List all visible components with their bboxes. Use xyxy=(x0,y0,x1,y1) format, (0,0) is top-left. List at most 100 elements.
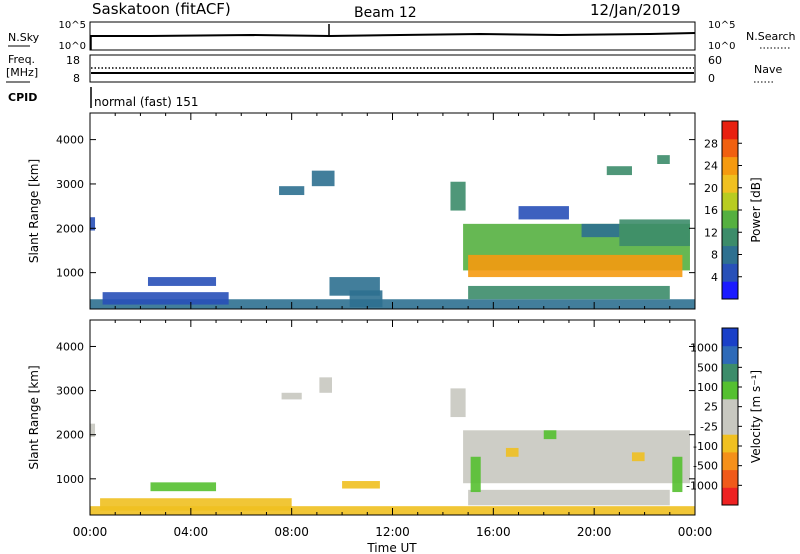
time-tick-label: 16:00 xyxy=(476,525,511,539)
velocity-colorbar-swatch xyxy=(722,363,738,382)
velocity-colorbar-tick-label: -1000 xyxy=(686,479,718,492)
power-colorbar-swatch xyxy=(722,263,738,282)
power-colorbar-swatch xyxy=(722,245,738,264)
noise-sky-trace xyxy=(90,32,696,38)
velocity-colorbar-tick-label: 500 xyxy=(697,361,718,374)
power-colorbar-tick-label: 4 xyxy=(711,271,718,284)
power-colorbar-tick-label: 24 xyxy=(704,160,718,173)
velocity-ytick-label: 3000 xyxy=(56,385,84,398)
power-echo-region xyxy=(311,170,335,187)
power-echo-region xyxy=(619,219,690,247)
velocity-colorbar-swatch xyxy=(722,451,738,471)
date-title: 12/Jan/2019 xyxy=(590,1,681,19)
time-tick-label: 12:00 xyxy=(375,525,410,539)
velocity-colorbar-swatch xyxy=(722,469,738,488)
freq-left-label-1: Freq. xyxy=(8,53,35,66)
freq-right-tick-bottom: 0 xyxy=(708,72,715,85)
power-colorbar: 4 8 12 16 20 24 28 Power [dB] xyxy=(704,120,763,300)
velocity-colorbar-tick-label: -500 xyxy=(693,460,718,473)
power-colorbar-swatch xyxy=(722,138,738,158)
power-ytick-label: 2000 xyxy=(56,222,84,235)
power-colorbar-tick-label: 12 xyxy=(704,226,718,239)
power-echo-region xyxy=(349,290,383,308)
freq-right-tick-top: 60 xyxy=(708,54,722,67)
velocity-echo-region xyxy=(631,452,645,462)
power-echo-region xyxy=(657,155,670,164)
power-colorbar-label: Power [dB] xyxy=(749,177,763,242)
power-colorbar-swatch xyxy=(722,174,738,193)
time-tick-label: 08:00 xyxy=(274,525,309,539)
velocity-colorbar-tick-label: -100 xyxy=(693,440,718,453)
freq-panel-frame xyxy=(89,54,696,83)
power-colorbar-tick-label: 28 xyxy=(704,137,718,150)
time-tick-label: 20:00 xyxy=(577,525,612,539)
velocity-colorbar: -1000 -500 -100 -25 25 100 500 1000 Velocity [m … xyxy=(686,327,763,506)
velocity-colorbar-swatch xyxy=(722,398,738,417)
velocity-echo-region xyxy=(342,481,380,489)
velocity-ytick-label: 4000 xyxy=(56,340,84,353)
power-colorbar-swatch xyxy=(722,121,738,140)
power-colorbar-swatch xyxy=(722,227,738,247)
velocity-panel: 1000 2000 3000 4000 Slant Range [km] xyxy=(27,319,696,516)
power-colorbar-tick-label: 8 xyxy=(711,249,718,262)
time-tick-label: 00:00 xyxy=(678,525,713,539)
noise-right-tick-top: 10^5 xyxy=(708,20,735,31)
power-ylabel: Slant Range [km] xyxy=(27,159,41,263)
power-echo-region xyxy=(147,277,217,286)
freq-left-label-2: [MHz] xyxy=(6,66,38,79)
velocity-echo-region xyxy=(543,430,557,440)
velocity-colorbar-tick-label: 25 xyxy=(704,401,718,414)
power-echo-region xyxy=(518,206,569,220)
velocity-colorbar-swatch xyxy=(722,328,738,347)
velocity-echo-region xyxy=(281,392,302,400)
cpid-label: CPID xyxy=(8,91,37,104)
power-echo-region xyxy=(468,254,683,278)
freq-left-tick-bottom: 8 xyxy=(73,72,80,85)
nave-label: Nave xyxy=(754,63,782,76)
power-ytick-label: 1000 xyxy=(56,267,84,280)
power-colorbar-swatch xyxy=(722,210,738,229)
velocity-echo-region xyxy=(100,498,292,511)
time-axis-label: Time UT xyxy=(366,541,417,554)
noise-right-tick-bottom: 10^0 xyxy=(708,41,735,52)
velocity-colorbar-swatch xyxy=(722,381,738,400)
power-echo-region xyxy=(606,166,632,176)
velocity-colorbar-tick-label: 1000 xyxy=(690,342,718,355)
power-panel: 1000 2000 3000 4000 Slant Range [km] xyxy=(27,112,696,310)
power-ytick-label: 3000 xyxy=(56,178,84,191)
power-echo-region xyxy=(450,181,466,211)
power-echo-region xyxy=(468,285,670,300)
velocity-colorbar-frame xyxy=(721,327,739,506)
velocity-echo-region xyxy=(319,377,332,393)
power-colorbar-swatch xyxy=(722,156,738,175)
velocity-colorbar-label: Velocity [m s⁻¹] xyxy=(749,370,763,463)
power-echo-region xyxy=(581,223,620,238)
time-tick-label: 00:00 xyxy=(73,525,108,539)
power-echo-region xyxy=(279,186,305,196)
velocity-echo-region xyxy=(470,456,481,493)
power-colorbar-tick-label: 20 xyxy=(704,182,718,195)
velocity-echo-region xyxy=(150,482,217,492)
velocity-echo-region xyxy=(505,447,519,457)
velocity-echo-region xyxy=(468,489,670,506)
power-echo-region xyxy=(90,217,96,231)
velocity-ytick-label: 1000 xyxy=(56,473,84,486)
velocity-colorbar-swatch xyxy=(722,434,738,453)
noise-right-label: N.Search xyxy=(746,30,796,43)
noise-left-tick-top: 10^5 xyxy=(59,20,86,31)
velocity-ylabel: Slant Range [km] xyxy=(27,365,41,469)
time-axis: 00:00 04:00 08:00 12:00 16:00 20:00 00:00 xyxy=(73,525,713,539)
velocity-ytick-label: 2000 xyxy=(56,429,84,442)
velocity-echo-region xyxy=(463,430,690,484)
power-colorbar-swatch xyxy=(722,281,738,300)
velocity-colorbar-tick-label: -25 xyxy=(700,420,718,433)
power-colorbar-tick-label: 16 xyxy=(704,204,718,217)
velocity-echo-region xyxy=(672,456,683,493)
velocity-echo-region xyxy=(450,388,466,418)
power-echo-region xyxy=(102,292,229,305)
noise-left-tick-bottom: 10^0 xyxy=(59,41,86,52)
time-tick-label: 04:00 xyxy=(174,525,209,539)
freq-left-tick-top: 18 xyxy=(66,54,80,67)
velocity-colorbar-swatch xyxy=(722,416,738,435)
